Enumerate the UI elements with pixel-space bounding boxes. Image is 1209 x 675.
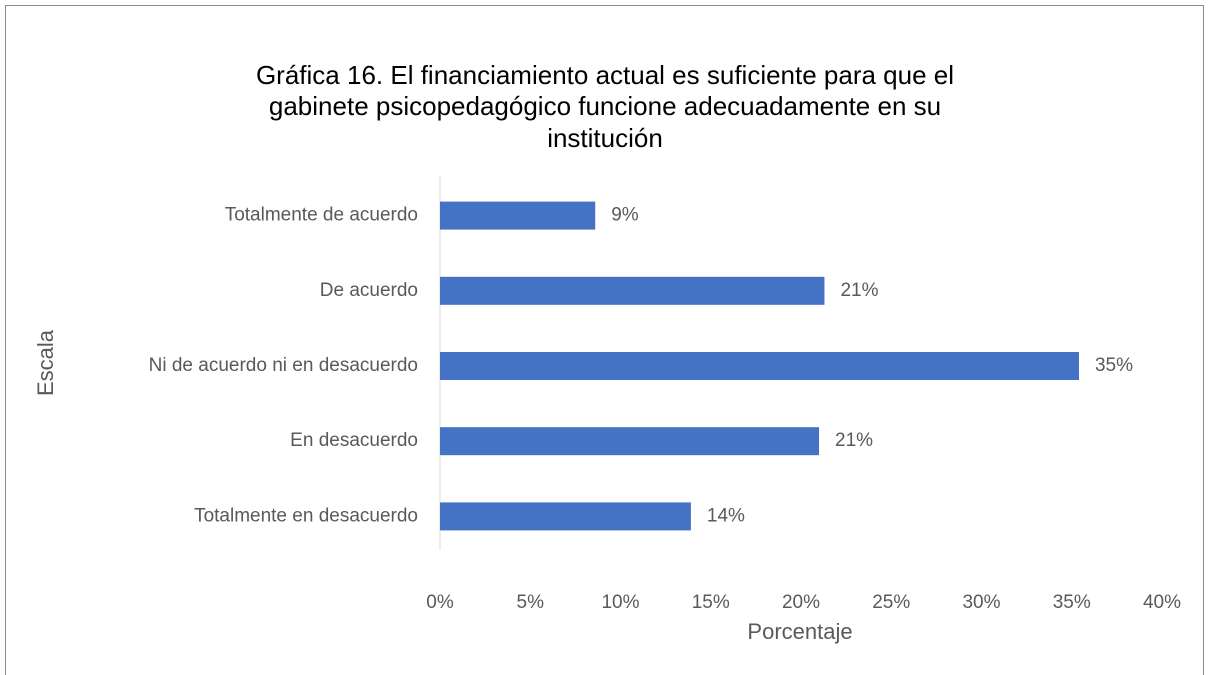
bar: [440, 201, 596, 230]
x-tick-label: 35%: [1053, 592, 1091, 613]
x-tick-label: 40%: [1143, 592, 1181, 613]
bar: [440, 276, 825, 305]
x-axis-label: Porcentaje: [747, 619, 852, 644]
x-tick-label: 25%: [872, 592, 910, 613]
x-tick-label: 15%: [692, 592, 730, 613]
x-tick-label: 5%: [517, 592, 545, 613]
data-label: 9%: [611, 205, 639, 226]
chart-frame: [5, 5, 1204, 675]
bar: [440, 427, 820, 456]
x-tick-label: 0%: [426, 592, 454, 613]
chart-title: gabinete psicopedagógico funcione adecua…: [269, 91, 941, 121]
data-label: 35%: [1095, 355, 1133, 376]
data-label: 21%: [840, 280, 878, 301]
y-tick-label: Totalmente en desacuerdo: [194, 505, 418, 526]
x-tick-label: 10%: [601, 592, 639, 613]
data-label: 14%: [707, 505, 745, 526]
y-tick-label: Totalmente de acuerdo: [225, 205, 418, 226]
bar: [440, 352, 1079, 380]
bar: [440, 502, 691, 531]
x-tick-label: 30%: [962, 592, 1000, 613]
chart-title: institución: [547, 123, 663, 153]
y-tick-label: De acuerdo: [320, 280, 418, 301]
chart-title: Gráfica 16. El financiamiento actual es …: [256, 60, 954, 90]
y-axis-label: Escala: [33, 329, 58, 396]
x-tick-label: 20%: [782, 592, 820, 613]
y-tick-label: Ni de acuerdo ni en desacuerdo: [149, 355, 418, 376]
data-label: 21%: [835, 430, 873, 451]
y-tick-label: En desacuerdo: [290, 430, 418, 451]
